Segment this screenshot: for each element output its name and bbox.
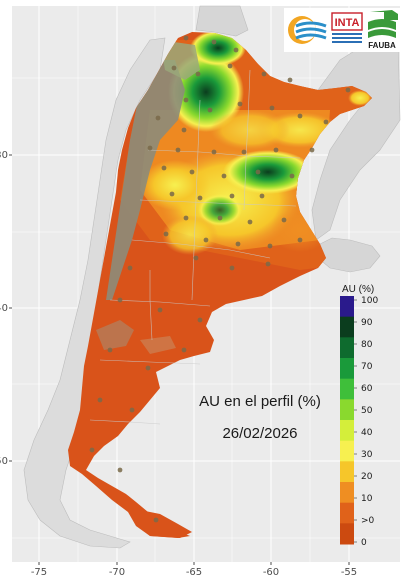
logos: INTA FAUBA [284, 8, 400, 52]
x-tick-label: -55 [341, 567, 357, 578]
legend-color-swatch [340, 440, 354, 462]
legend-label: 70 [361, 362, 373, 372]
x-axis: -75 -70 -65 -60 -55 [31, 562, 357, 578]
fauba-logo-text: FAUBA [368, 41, 396, 50]
y-tick-label: -50 [0, 456, 8, 467]
fauba-logo: FAUBA [368, 10, 398, 50]
y-tick-label: -40 [0, 303, 8, 314]
legend: AU (%) 100 90 80 70 60 50 40 30 20 10 >0 0 [340, 284, 378, 548]
legend-color-swatch [340, 358, 354, 380]
legend-label: 10 [361, 494, 373, 504]
map-title: AU en el perfil (%) [199, 393, 321, 410]
legend-label: 80 [361, 340, 373, 350]
legend-label: 40 [361, 428, 373, 438]
legend-color-swatch [340, 482, 354, 504]
legend-color-swatch [340, 461, 354, 483]
legend-color-swatch [340, 502, 354, 524]
legend-color-swatch [340, 337, 354, 359]
x-tick-label: -75 [31, 567, 47, 578]
neighbor-countries [23, 5, 401, 549]
legend-color-swatch [340, 523, 354, 545]
legend-title: AU (%) [342, 284, 374, 295]
tierra-del-fuego [138, 510, 192, 538]
province-boundaries [89, 69, 301, 425]
legend-label: 50 [361, 406, 373, 416]
legend-label: 60 [361, 384, 373, 394]
legend-color-swatch [340, 420, 354, 442]
y-tick-label: -30 [0, 150, 8, 161]
y-axis: -30 -40 -50 [0, 150, 12, 467]
x-tick-label: -65 [186, 567, 202, 578]
x-tick-label: -60 [263, 567, 279, 578]
legend-label: >0 [361, 516, 375, 526]
legend-color-swatch [340, 378, 354, 400]
legend-label: 100 [361, 296, 378, 306]
legend-labels: 100 90 80 70 60 50 40 30 20 10 >0 0 [354, 296, 378, 548]
legend-label: 30 [361, 450, 373, 460]
inta-logo-text: INTA [335, 17, 360, 29]
station-points [89, 35, 351, 523]
map-date: 26/02/2026 [222, 425, 297, 442]
legend-label: 90 [361, 318, 373, 328]
institution-logo-icon [288, 16, 327, 44]
legend-color-swatch [340, 399, 354, 421]
legend-color-swatch [340, 316, 354, 338]
legend-color-swatch [340, 296, 354, 318]
legend-label: 20 [361, 472, 373, 482]
x-tick-label: -70 [109, 567, 125, 578]
inta-logo: INTA [331, 12, 363, 43]
legend-label: 0 [361, 538, 367, 548]
legend-colorbar [340, 296, 354, 545]
